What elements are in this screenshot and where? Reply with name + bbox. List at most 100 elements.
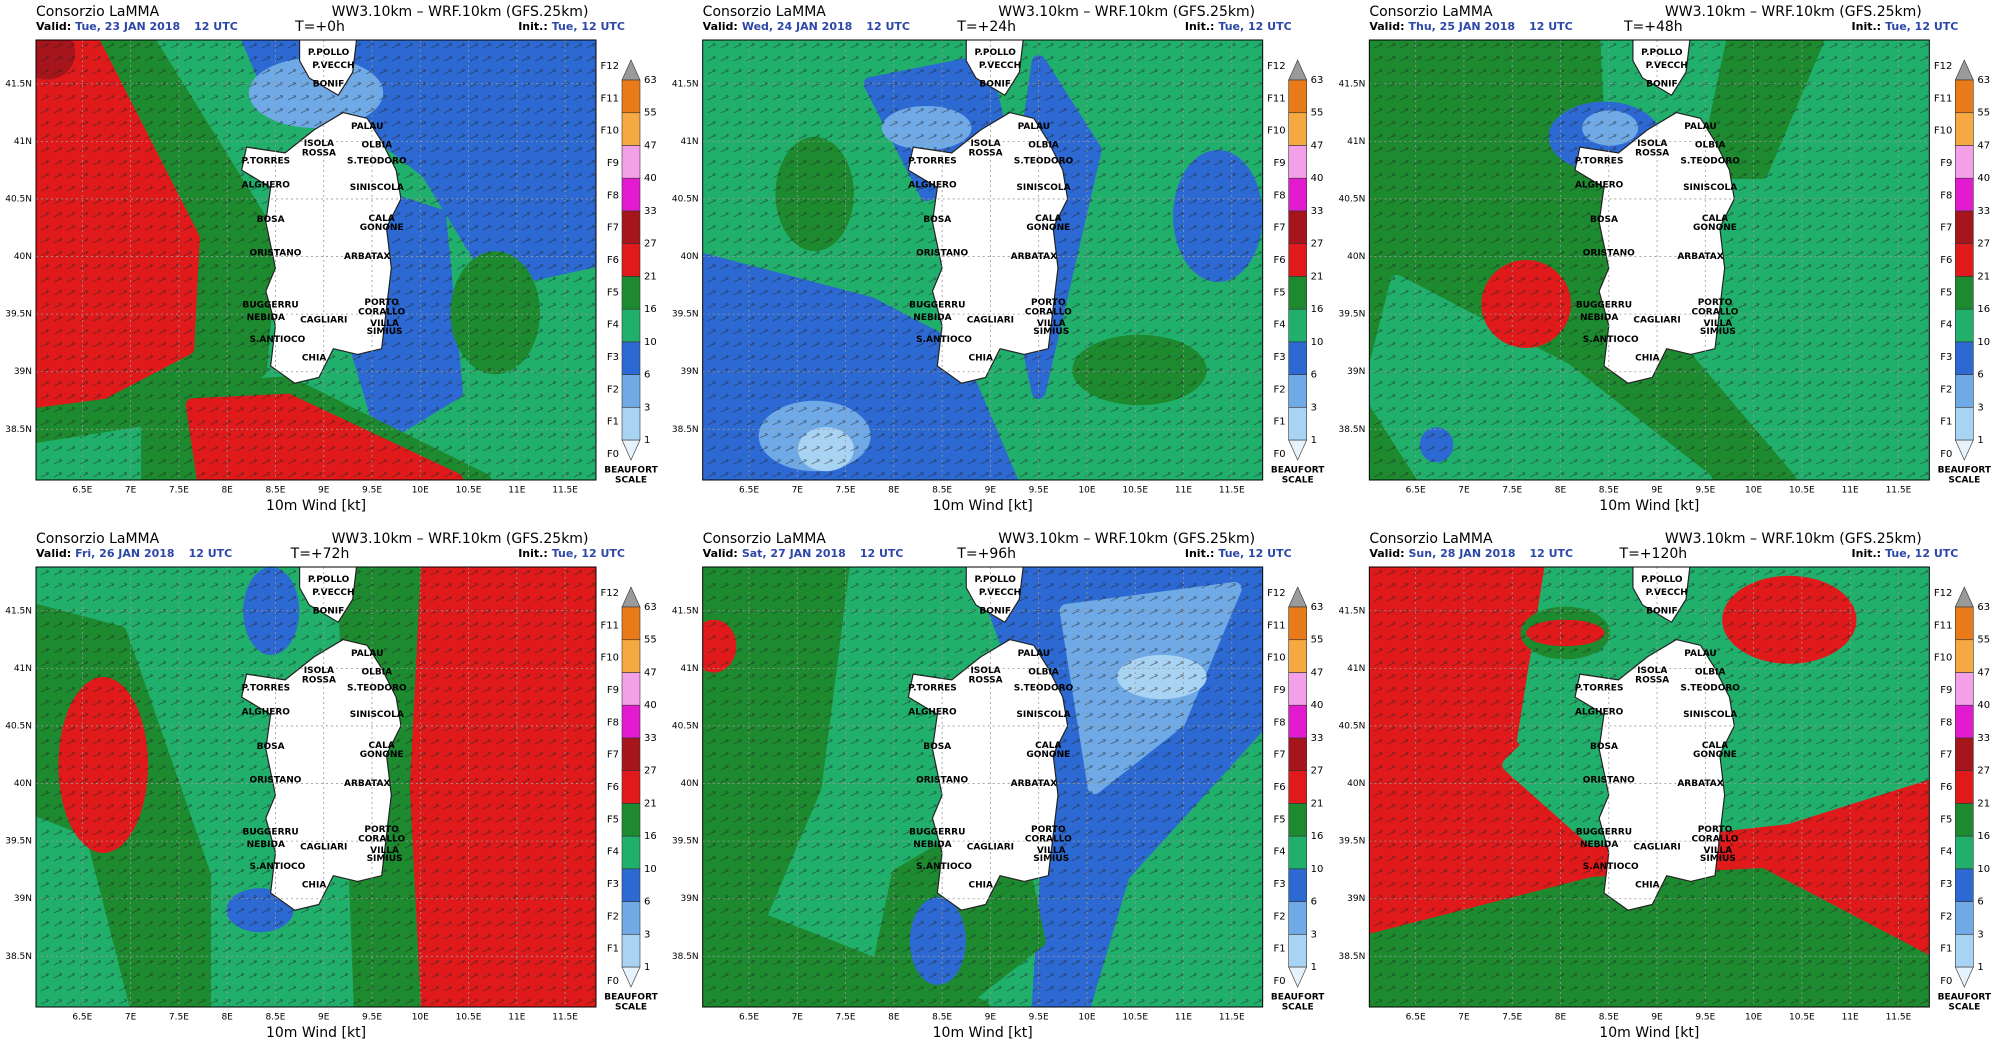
map-frame	[702, 39, 1264, 481]
scale-knots: 21	[1311, 798, 1324, 809]
lat-tick-label: 40.5N	[5, 194, 32, 204]
scale-title: BEAUFORT	[1938, 466, 1992, 476]
scale-force: F3	[1274, 879, 1286, 890]
valid-time: 12 UTC	[1529, 20, 1573, 33]
place-name: PORTO	[1031, 825, 1066, 835]
scale-knots: 63	[1311, 75, 1324, 86]
init-time: Tue, 12 UTC	[1885, 547, 1958, 560]
forecast-step: T=+0h	[294, 19, 345, 35]
scale-force: F0	[607, 976, 619, 987]
scale-knots: 27	[1977, 239, 1990, 250]
lon-tick-label: 9E	[318, 486, 330, 496]
forecast-step: T=+120h	[1619, 546, 1688, 562]
place-name: ARBATAX	[344, 779, 390, 789]
place-name: P.TORRES	[241, 156, 290, 166]
scale-force: F8	[1274, 190, 1286, 201]
init-line: Init.: Tue, 12 UTC	[1185, 20, 1292, 33]
scale-force: F1	[1940, 944, 1952, 955]
scale-force: F3	[1940, 879, 1952, 890]
model-title: WW3.10km – WRF.10km (GFS.25km)	[998, 4, 1255, 20]
place-name: PALAU	[1684, 122, 1716, 132]
place-name: BONIF	[979, 79, 1011, 89]
lat-tick-label: 40N	[680, 252, 698, 262]
place-name: PALAU	[1018, 122, 1050, 132]
scale-knots: 10	[644, 337, 657, 348]
lat-tick-label: 41.5N	[672, 606, 699, 616]
x-axis-label: 10m Wind [kt]	[266, 498, 366, 514]
lon-tick-label: 6.5E	[739, 486, 759, 496]
init-line: Init.: Tue, 12 UTC	[1185, 547, 1292, 560]
land	[1632, 40, 1691, 96]
scale-knots: 21	[644, 798, 657, 809]
scale-force: F10	[601, 126, 619, 137]
scale-knots: 21	[1977, 798, 1990, 809]
scale-knots: 3	[1977, 402, 1983, 413]
scale-box	[1955, 276, 1974, 310]
place-name: ARBATAX	[1677, 779, 1723, 789]
valid-time: 12 UTC	[860, 547, 904, 560]
scale-knots: 21	[644, 271, 657, 282]
lat-tick-label: 40N	[1347, 779, 1365, 789]
place-name: P.POLLO	[1641, 48, 1683, 58]
lon-tick-label: 9.5E	[1695, 486, 1715, 496]
place-name: PORTO	[1698, 298, 1733, 308]
lon-tick-label: 8E	[1555, 486, 1567, 496]
valid-label: Valid:	[1369, 20, 1404, 33]
place-name: NEBIDA	[247, 313, 285, 323]
scale-force: F10	[1267, 653, 1285, 664]
scale-force: F9	[1274, 158, 1286, 169]
place-name: CORALLO	[1025, 834, 1072, 844]
scale-box	[1288, 901, 1307, 935]
place-name: ISOLA	[970, 666, 1000, 676]
scale-box	[1288, 177, 1307, 212]
place-name: CAGLIARI	[300, 315, 347, 325]
scale-force: F6	[1274, 255, 1286, 266]
place-name: CHIA	[969, 353, 993, 363]
lon-tick-label: 9.5E	[1695, 1013, 1715, 1023]
valid-line: Valid: Wed, 24 JAN 2018 12 UTC	[703, 20, 910, 33]
scale-knots: 1	[644, 435, 650, 446]
init-time: Tue, 12 UTC	[552, 547, 625, 560]
scale-force: F9	[1940, 685, 1952, 696]
lon-tick-label: 8.5E	[932, 486, 952, 496]
scale-force: F5	[1274, 814, 1286, 825]
place-name: VILLA	[1037, 846, 1066, 856]
scale-box	[1955, 901, 1974, 935]
scale-box	[621, 374, 641, 408]
lon-tick-label: 7.5E	[169, 1013, 189, 1023]
place-name: ORISTANO	[1583, 249, 1635, 259]
place-name: GONONE	[1026, 750, 1070, 760]
place-name: NEBIDA	[247, 840, 285, 850]
valid-label: Valid:	[1369, 547, 1404, 560]
scale-box	[1288, 308, 1307, 343]
scale-box	[621, 704, 641, 739]
valid-date: Wed, 24 JAN 2018	[742, 20, 852, 33]
land	[1632, 567, 1691, 623]
scale-bottom	[1954, 439, 1974, 461]
lat-tick-label: 39.5N	[672, 837, 699, 847]
scale-knots: 27	[644, 766, 657, 777]
map-frame	[1368, 39, 1930, 481]
scale-box	[1955, 704, 1974, 739]
lon-tick-label: 7E	[125, 1013, 137, 1023]
scale-force: F4	[607, 320, 619, 331]
lat-tick-label: 40.5N	[1339, 721, 1366, 731]
scale-force: F8	[1274, 717, 1286, 728]
model-title: WW3.10km – WRF.10km (GFS.25km)	[1665, 4, 1922, 20]
scale-title: BEAUFORT	[1271, 466, 1325, 476]
lon-tick-label: 7E	[792, 1013, 804, 1023]
scale-box	[1288, 639, 1307, 673]
lon-tick-label: 8.5E	[265, 486, 285, 496]
valid-label: Valid:	[36, 547, 71, 560]
scale-knots: 3	[1977, 929, 1983, 940]
scale-force: F1	[607, 417, 619, 428]
scale-box	[621, 210, 641, 244]
lon-tick-label: 6.5E	[1406, 1013, 1426, 1023]
scale-force: F11	[601, 620, 619, 631]
scale-box	[1288, 374, 1307, 408]
place-name: PALAU	[1684, 649, 1716, 659]
